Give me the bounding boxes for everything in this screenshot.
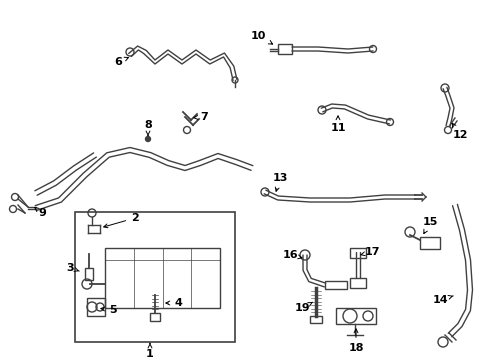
Text: 16: 16	[282, 250, 301, 260]
Text: 14: 14	[431, 295, 452, 305]
Bar	[105, 248, 220, 308]
Text: 4: 4	[165, 298, 182, 308]
Text: 15: 15	[422, 217, 437, 234]
Bar	[419, 237, 439, 249]
Bar	[325, 281, 346, 289]
Bar	[278, 44, 291, 54]
Bar	[85, 268, 93, 280]
Bar	[349, 248, 365, 258]
Text: 9: 9	[35, 208, 46, 218]
Text: 10: 10	[250, 31, 272, 44]
Text: 18: 18	[347, 329, 363, 353]
Text: 2: 2	[103, 213, 139, 228]
Bar	[335, 308, 375, 324]
Text: 6: 6	[114, 57, 128, 67]
Text: 7: 7	[193, 112, 207, 122]
Text: 12: 12	[451, 123, 467, 140]
Text: 17: 17	[360, 247, 379, 257]
Text: 8: 8	[144, 120, 152, 136]
Text: 3: 3	[66, 263, 79, 273]
Text: 5: 5	[101, 305, 117, 315]
Text: 1: 1	[146, 343, 154, 359]
Bar	[87, 298, 105, 316]
Text: 19: 19	[294, 302, 312, 313]
Bar	[309, 316, 321, 323]
Bar	[75, 212, 235, 342]
Text: 13: 13	[272, 173, 287, 191]
Bar	[349, 278, 365, 288]
Circle shape	[145, 136, 150, 141]
Text: 11: 11	[329, 116, 345, 133]
Bar	[150, 313, 160, 321]
